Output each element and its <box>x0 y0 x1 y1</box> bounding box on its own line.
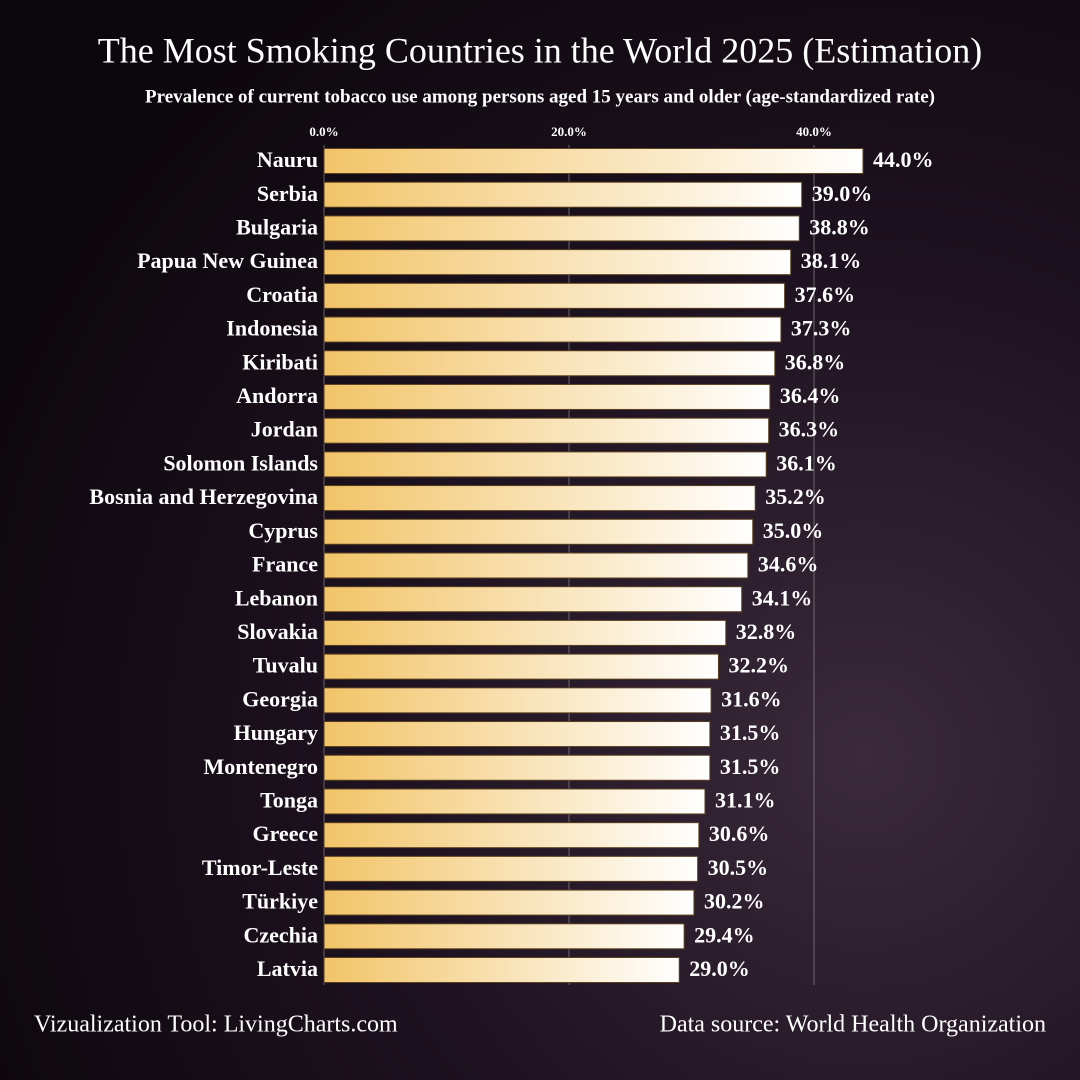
footer-left: Vizualization Tool: LivingCharts.com <box>34 1012 398 1038</box>
y-tick-label: Solomon Islands <box>163 450 318 475</box>
value-label: 36.4% <box>780 383 841 408</box>
value-label: 35.2% <box>765 484 826 509</box>
bar <box>323 889 695 916</box>
bar <box>323 923 685 950</box>
y-tick-label: Bulgaria <box>236 214 318 239</box>
bar <box>323 148 864 174</box>
y-tick-label: Slovakia <box>237 619 318 644</box>
bar <box>323 417 770 444</box>
value-label: 31.5% <box>720 754 781 779</box>
y-tick-label: Georgia <box>242 686 318 711</box>
bar <box>323 215 800 242</box>
value-label: 30.2% <box>704 889 765 914</box>
value-label: 32.2% <box>728 653 789 678</box>
value-label: 37.3% <box>791 316 852 341</box>
x-tick-label: 40.0% <box>796 124 832 139</box>
value-label: 31.1% <box>715 788 776 813</box>
bar <box>323 721 711 748</box>
bar <box>323 653 719 680</box>
y-tick-label: Nauru <box>257 147 318 172</box>
bar <box>323 687 712 714</box>
x-tick-label: 20.0% <box>551 124 587 139</box>
y-tick-label: Lebanon <box>235 585 318 610</box>
bar <box>323 586 743 613</box>
bar <box>323 282 786 309</box>
y-tick-label: Kiribati <box>242 349 318 374</box>
value-label: 38.8% <box>809 214 870 239</box>
value-label: 29.0% <box>689 956 750 981</box>
y-tick-label: Croatia <box>246 282 318 307</box>
bar <box>323 822 700 849</box>
y-tick-label: Czechia <box>243 922 318 947</box>
bar <box>323 957 680 983</box>
bar <box>323 619 727 646</box>
value-label: 31.5% <box>720 720 781 745</box>
bar <box>323 316 782 343</box>
y-tick-label: Bosnia and Herzegovina <box>89 484 318 509</box>
value-label: 29.4% <box>694 922 755 947</box>
y-tick-label: Latvia <box>257 956 318 981</box>
value-label: 36.1% <box>776 450 837 475</box>
bar <box>323 552 749 579</box>
value-label: 37.6% <box>795 282 856 307</box>
y-tick-label: Hungary <box>234 720 318 745</box>
y-tick-label: Indonesia <box>226 316 318 341</box>
value-label: 39.0% <box>812 181 873 206</box>
y-tick-label: Tonga <box>260 788 318 813</box>
value-label: 38.1% <box>801 248 862 273</box>
footer-right: Data source: World Health Organization <box>660 1012 1046 1038</box>
y-tick-label: Tuvalu <box>253 653 318 678</box>
bar <box>323 855 699 882</box>
y-tick-label: France <box>252 552 318 577</box>
value-label: 32.8% <box>736 619 797 644</box>
x-tick-label: 0.0% <box>309 124 338 139</box>
y-tick-label: Montenegro <box>204 754 318 779</box>
bar <box>323 754 711 781</box>
y-tick-label: Papua New Guinea <box>137 248 318 273</box>
bar <box>323 518 754 545</box>
chart-title: The Most Smoking Countries in the World … <box>98 30 982 70</box>
bar <box>323 249 792 276</box>
value-label: 36.8% <box>785 349 846 374</box>
value-label: 36.3% <box>779 417 840 442</box>
value-label: 35.0% <box>763 518 824 543</box>
y-tick-label: Jordan <box>251 417 318 442</box>
bar <box>323 451 767 478</box>
value-label: 34.1% <box>752 585 813 610</box>
y-tick-label: Cyprus <box>248 518 318 543</box>
value-label: 31.6% <box>721 686 782 711</box>
value-label: 30.6% <box>709 821 770 846</box>
y-tick-label: Serbia <box>257 181 318 206</box>
y-tick-label: Timor-Leste <box>202 855 318 880</box>
bar <box>323 485 756 512</box>
y-tick-label: Andorra <box>236 383 318 408</box>
chart-subtitle: Prevalence of current tobacco use among … <box>145 86 935 107</box>
y-tick-label: Greece <box>252 821 318 846</box>
bar <box>323 181 803 208</box>
y-tick-label: Türkiye <box>242 889 318 914</box>
value-label: 34.6% <box>758 552 819 577</box>
bar <box>323 350 776 377</box>
value-label: 30.5% <box>708 855 769 880</box>
bar <box>323 788 706 815</box>
value-label: 44.0% <box>873 147 934 172</box>
bar <box>323 383 771 410</box>
